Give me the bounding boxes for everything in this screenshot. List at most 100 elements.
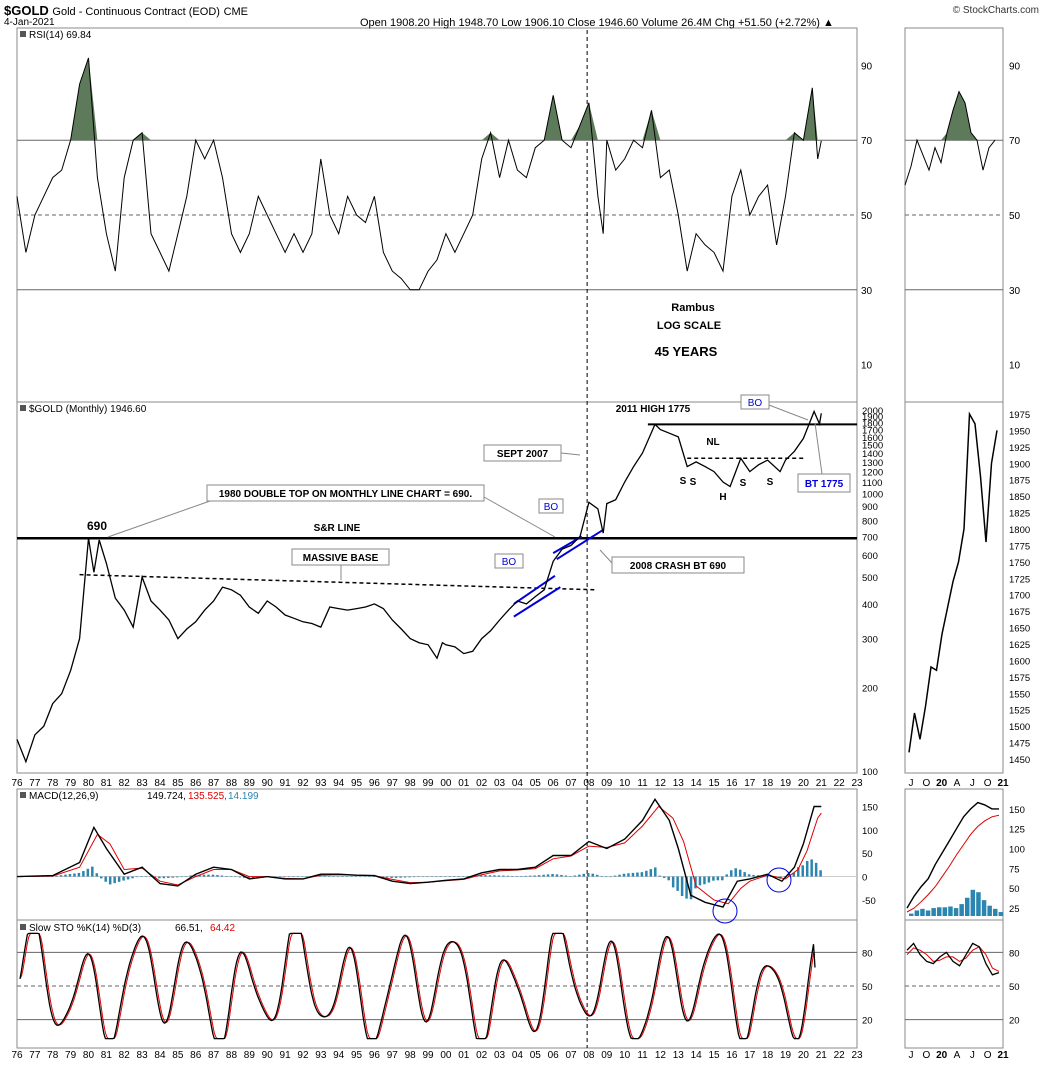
macd-hist-bar [158, 876, 161, 879]
macd-hist-bar [604, 876, 608, 878]
pointer-bt-1775 [814, 422, 823, 475]
macd-hist-bar [95, 873, 99, 877]
macd-hist-bar [676, 876, 679, 891]
x-year-98: 98 [405, 778, 417, 789]
inset-price-tick-1900: 1900 [1009, 459, 1030, 470]
inset-price-tick-1850: 1850 [1009, 492, 1030, 503]
x-year-07: 07 [565, 778, 577, 789]
label-bo-2006: BO [544, 502, 559, 513]
macd-hist-bar [587, 872, 590, 877]
x-year-90: 90 [262, 778, 274, 789]
instrument-name: Gold - Continuous Contract (EOD) [52, 6, 220, 18]
macd-hist-bar [595, 874, 599, 877]
label-s3: S [740, 478, 747, 489]
symbol: $GOLD [4, 3, 49, 18]
inset-price-tick-1550: 1550 [1009, 689, 1030, 700]
macd-inset-hist [914, 910, 920, 916]
x-year-15-sto: 15 [708, 1050, 720, 1061]
macd-hist-bar [417, 876, 420, 878]
note-rambus: Rambus [671, 302, 714, 314]
macd-legend-signal: 135.525, [188, 791, 227, 802]
macd-inset-frame [904, 788, 1004, 921]
inset-month-3: A [954, 778, 961, 789]
macd-hist-bar [220, 875, 224, 877]
macd-hist-bar [537, 875, 541, 877]
macd-hist-bar [305, 876, 309, 877]
watermark: © StockCharts.com [952, 5, 1039, 16]
price-tick-1600: 1600 [862, 433, 883, 444]
macd-hist-bar [814, 862, 818, 877]
macd-hist-bar [613, 875, 617, 877]
price-tick-2000: 2000 [862, 406, 883, 417]
macd-tick-0: 0 [862, 873, 867, 884]
inset-month-6-sto: 21 [997, 1050, 1009, 1061]
trend-lower-2006 [556, 528, 604, 561]
x-year-10: 10 [619, 778, 631, 789]
macd-hist-bar [430, 876, 434, 877]
x-year-93-sto: 93 [315, 1050, 327, 1061]
x-year-79: 79 [65, 778, 77, 789]
price-tick-1100: 1100 [862, 478, 882, 489]
x-year-94-sto: 94 [333, 1050, 345, 1061]
macd-hist-bar [363, 876, 367, 878]
price-legend-swatch [20, 405, 26, 411]
macd-hist-bar [180, 876, 183, 878]
ohlc-summary: Open 1908.20 High 1948.70 Low 1906.10 Cl… [360, 17, 834, 29]
macd-hist-bar [412, 876, 416, 878]
x-year-96: 96 [369, 778, 381, 789]
x-year-15: 15 [708, 778, 720, 789]
macd-hist-bar [104, 876, 107, 882]
inset-price-tick-1725: 1725 [1009, 574, 1030, 585]
sto-inset-d [906, 946, 1000, 972]
macd-hist-bar [667, 876, 670, 881]
inset-price-tick-1475: 1475 [1009, 739, 1030, 750]
sto-legend-k: 66.51, [175, 923, 203, 934]
macd-hist-bar [627, 873, 630, 877]
macd-legend-hist: 14.199 [228, 791, 259, 802]
x-year-01: 01 [458, 778, 470, 789]
x-year-01-sto: 01 [458, 1050, 470, 1061]
macd-hist-bar [117, 876, 121, 882]
macd-hist-bar [756, 875, 760, 877]
x-year-93: 93 [315, 778, 327, 789]
macd-hist-bar [658, 875, 662, 877]
rsi-inset-tick-30: 30 [1009, 286, 1021, 297]
macd-hist-bar [341, 876, 344, 877]
inset-month-6: 21 [997, 778, 1009, 789]
x-year-95: 95 [351, 778, 363, 789]
x-year-97-sto: 97 [387, 1050, 399, 1061]
x-year-20-sto: 20 [798, 1050, 810, 1061]
exchange: CME [223, 6, 249, 18]
macd-hist-bar [135, 876, 139, 878]
macd-hist-bar [336, 876, 340, 877]
macd-hist-bar [216, 875, 219, 877]
macd-hist-bar [783, 876, 787, 877]
macd-signal-line [16, 805, 822, 905]
macd-hist-bar [122, 876, 125, 881]
label-massive-base: MASSIVE BASE [303, 553, 379, 564]
price-tick-500: 500 [862, 573, 878, 584]
macd-hist-bar [640, 872, 644, 877]
rsi-tick-30: 30 [861, 286, 873, 297]
x-year-16: 16 [726, 778, 738, 789]
macd-inset-hist [953, 908, 959, 916]
label-690: 690 [87, 519, 107, 533]
inset-month-0-sto: J [909, 1050, 914, 1061]
rsi-tick-70: 70 [861, 136, 873, 147]
x-year-19: 19 [780, 778, 792, 789]
label-double-top: 1980 DOUBLE TOP ON MONTHLY LINE CHART = … [219, 489, 473, 500]
x-year-20: 20 [798, 778, 810, 789]
price-layer [16, 409, 998, 764]
macd-hist-bar [73, 873, 76, 877]
sto-inset-tick-20: 20 [1009, 1016, 1020, 1027]
sto-legend-swatch [20, 924, 26, 930]
x-year-10-sto: 10 [619, 1050, 631, 1061]
macd-inset-hist [998, 912, 1004, 916]
price-tick-1400: 1400 [862, 449, 883, 460]
x-year-23-sto: 23 [851, 1050, 863, 1061]
macd-hist-bar [149, 876, 152, 878]
macd-hist-bar [622, 873, 626, 877]
macd-inset-tick-75: 75 [1009, 864, 1020, 875]
macd-hist-bar [497, 875, 501, 877]
price-tick-200: 200 [862, 683, 878, 694]
